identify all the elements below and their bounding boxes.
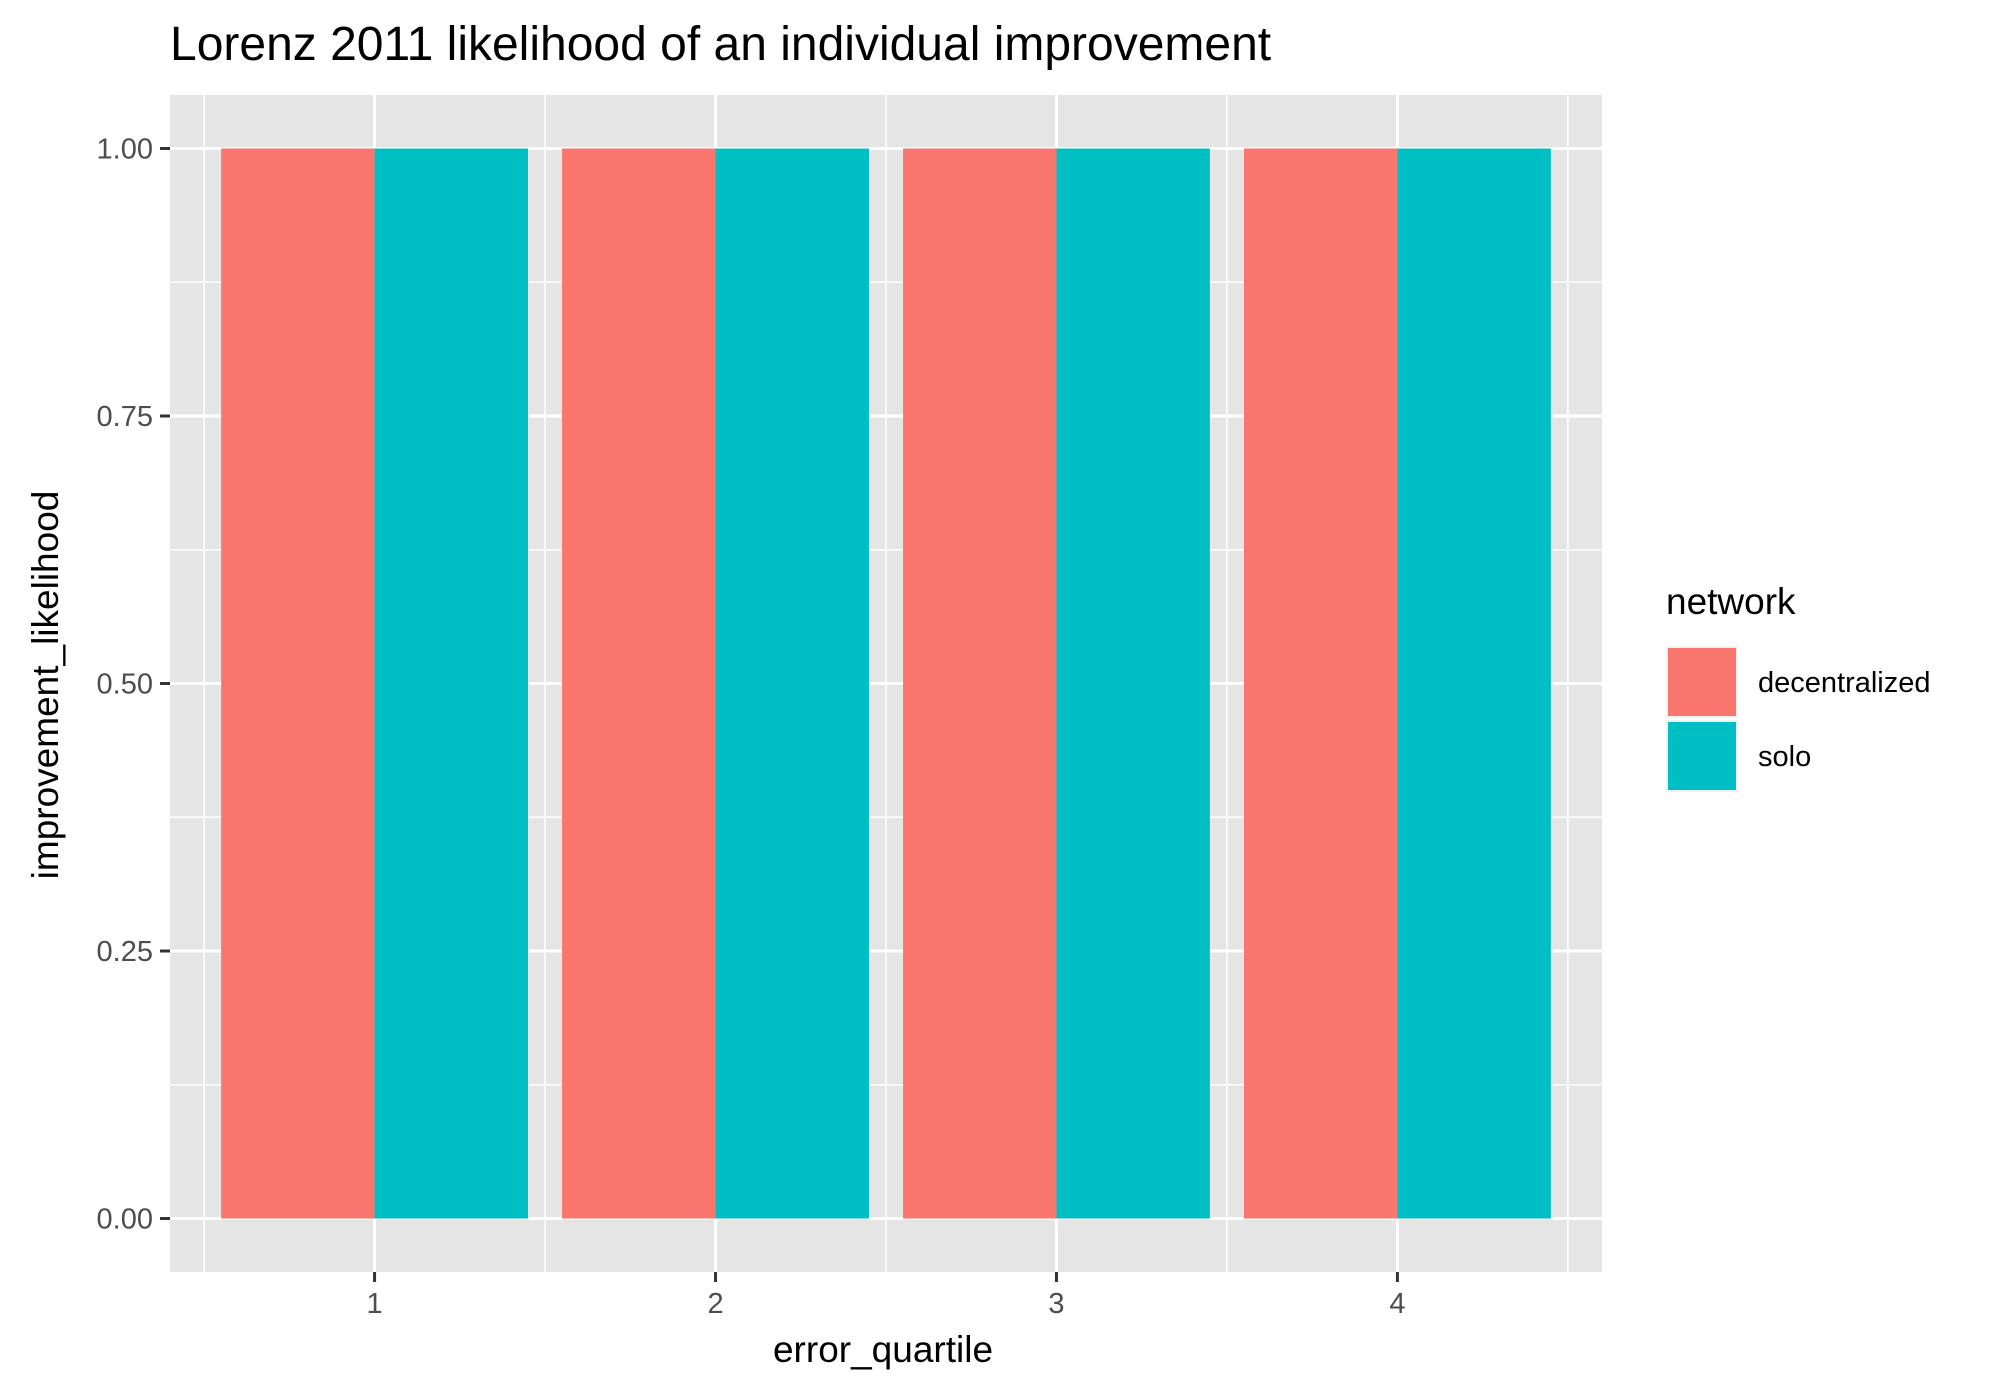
bar-solo-2	[715, 148, 869, 1219]
x-axis-title: error_quartile	[773, 1329, 993, 1370]
y-tick-label: 0.50	[97, 669, 153, 701]
y-tick-label: 0.75	[97, 401, 153, 433]
legend-label-solo: solo	[1758, 741, 1811, 773]
x-tick-label: 3	[1048, 1288, 1064, 1320]
bar-decentralized-4	[1244, 148, 1398, 1219]
bar-decentralized-1	[221, 148, 375, 1219]
bar-solo-3	[1056, 148, 1210, 1219]
chart-title: Lorenz 2011 likelihood of an individual …	[170, 18, 1271, 71]
x-tick-label: 1	[367, 1288, 383, 1320]
bar-solo-1	[374, 148, 528, 1219]
x-axis-ticks: 1 2 3 4	[367, 1272, 1405, 1320]
y-axis-ticks: 0.00 0.25 0.50 0.75 1.00	[97, 134, 170, 1236]
bar-decentralized-2	[562, 148, 716, 1219]
y-tick-label: 0.25	[97, 936, 153, 968]
y-axis-title: improvement_likelihood	[25, 491, 66, 880]
y-tick-label: 0.00	[97, 1204, 153, 1236]
bar-decentralized-3	[903, 148, 1057, 1219]
x-tick-label: 2	[707, 1288, 723, 1320]
bars	[221, 148, 1551, 1219]
legend-label-decentralized: decentralized	[1758, 667, 1931, 699]
y-tick-label: 1.00	[97, 134, 153, 166]
x-tick-label: 4	[1389, 1288, 1405, 1320]
bar-solo-4	[1397, 148, 1551, 1219]
legend-key-decentralized	[1668, 648, 1736, 716]
legend: network decentralized solo	[1666, 581, 1931, 792]
legend-title: network	[1666, 581, 1796, 622]
legend-key-solo	[1668, 722, 1736, 790]
